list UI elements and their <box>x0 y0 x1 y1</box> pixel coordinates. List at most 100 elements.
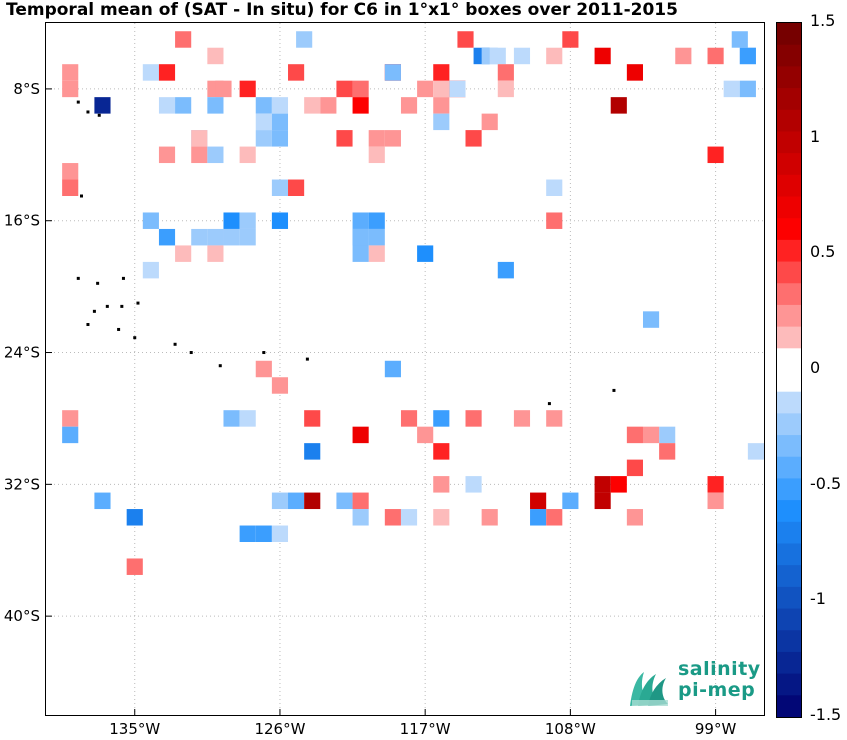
island-marker <box>96 281 100 285</box>
colorbar-tick-label: 0.5 <box>810 242 836 262</box>
data-cell <box>62 179 79 196</box>
data-cell <box>175 31 192 48</box>
data-cell <box>239 228 256 246</box>
data-cell <box>239 212 256 229</box>
island-marker <box>117 327 121 331</box>
data-cell <box>433 64 450 81</box>
island-marker <box>173 342 177 346</box>
data-cell <box>352 212 369 229</box>
island-marker <box>218 364 222 368</box>
data-cell <box>255 130 272 147</box>
island-marker <box>105 304 109 308</box>
data-cell <box>142 261 159 279</box>
data-cell <box>207 146 224 164</box>
data-cell <box>546 509 563 526</box>
figure-title: Temporal mean of (SAT - In situ) for C6 … <box>6 0 678 20</box>
data-cell <box>384 130 401 147</box>
data-cell <box>94 492 111 510</box>
data-cell <box>433 509 450 526</box>
data-cell <box>158 228 176 246</box>
data-cell <box>626 64 643 81</box>
data-cell <box>158 64 176 81</box>
data-cell <box>465 130 482 147</box>
island-marker <box>262 351 266 355</box>
colorbar-swatch <box>777 218 801 241</box>
data-cell <box>433 476 450 493</box>
lat-tick-label: 16°S <box>4 212 40 230</box>
data-cell <box>320 97 337 114</box>
data-cell <box>296 31 313 48</box>
colorbar-swatch <box>777 196 801 219</box>
island-marker <box>121 276 125 280</box>
data-cell <box>207 245 224 262</box>
data-cell <box>562 31 579 48</box>
colorbar-svg <box>777 23 801 718</box>
lon-tick-label: 126°W <box>254 720 305 738</box>
data-cell <box>126 558 143 575</box>
map-panel <box>45 22 765 716</box>
data-cell <box>207 228 224 246</box>
data-cell <box>481 113 498 131</box>
colorbar-swatch <box>777 23 801 46</box>
colorbar <box>776 22 802 718</box>
data-cell <box>626 509 643 526</box>
data-cell <box>288 179 305 196</box>
logo-text-salinity: salinity <box>678 658 761 680</box>
colorbar-swatch <box>777 304 801 328</box>
island-marker <box>86 323 90 327</box>
colorbar-swatch <box>777 44 801 67</box>
colorbar-swatch <box>777 478 801 501</box>
data-cell <box>271 525 289 542</box>
colorbar-swatch <box>777 153 801 176</box>
colorbar-swatch <box>777 131 801 154</box>
data-cell <box>175 97 192 114</box>
data-cell <box>384 509 401 526</box>
data-cell <box>417 426 434 444</box>
data-cell <box>433 443 450 460</box>
data-cell <box>739 47 756 65</box>
colorbar-swatch <box>777 695 801 718</box>
data-cell <box>530 509 547 526</box>
data-cell <box>457 31 474 48</box>
data-cell <box>191 130 208 147</box>
data-cell <box>626 426 643 444</box>
colorbar-swatch <box>777 673 801 696</box>
data-cell <box>62 64 79 81</box>
data-cell <box>62 410 79 427</box>
data-cell <box>191 146 208 164</box>
island-marker <box>305 357 309 361</box>
data-cell <box>433 80 450 98</box>
data-cell <box>215 80 232 98</box>
data-cell <box>433 97 450 114</box>
data-cell <box>271 97 289 114</box>
data-cell <box>530 492 547 510</box>
colorbar-swatch <box>777 608 801 631</box>
data-cell <box>352 492 369 510</box>
data-cell <box>255 360 272 378</box>
data-cell <box>336 80 353 98</box>
data-cell <box>175 245 192 262</box>
data-cell <box>239 146 256 164</box>
island-marker <box>97 113 101 117</box>
colorbar-swatch <box>777 88 801 111</box>
data-cell <box>400 509 418 526</box>
data-cell <box>239 410 256 427</box>
data-cell <box>191 228 208 246</box>
colorbar-swatch <box>777 391 801 414</box>
island-marker <box>547 402 551 406</box>
data-cell <box>707 47 724 65</box>
data-cell <box>158 97 176 114</box>
colorbar-swatch <box>777 565 801 588</box>
colorbar-swatch <box>777 370 801 393</box>
data-cell <box>489 47 506 65</box>
data-cell <box>417 80 434 98</box>
colorbar-tick-label: -1.5 <box>810 705 842 724</box>
data-cell <box>271 377 289 394</box>
data-cell <box>239 80 256 98</box>
data-cell <box>271 130 289 147</box>
colorbar-tick-label: 1.5 <box>810 11 836 30</box>
island-marker <box>76 276 80 280</box>
data-cell <box>255 525 272 542</box>
data-cell <box>62 80 79 98</box>
data-cell <box>352 80 369 98</box>
